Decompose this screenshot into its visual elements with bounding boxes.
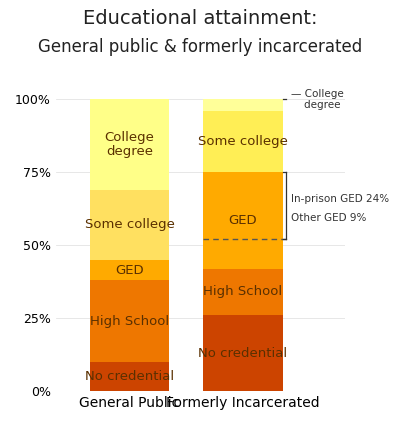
Text: No credential: No credential: [85, 370, 174, 383]
Bar: [90, 260, 169, 280]
Text: No credential: No credential: [198, 347, 288, 360]
Text: College
degree: College degree: [104, 131, 154, 158]
Bar: [203, 99, 283, 111]
Text: Some college: Some college: [84, 218, 174, 231]
Bar: [90, 280, 169, 362]
Text: In-prison GED 24%: In-prison GED 24%: [291, 194, 389, 204]
Text: GED: GED: [229, 214, 257, 227]
Text: High School: High School: [204, 286, 283, 298]
Bar: [203, 173, 283, 269]
Bar: [90, 99, 169, 190]
Bar: [90, 190, 169, 260]
Text: Other GED 9%: Other GED 9%: [291, 212, 366, 223]
Text: Educational attainment:: Educational attainment:: [83, 8, 317, 28]
Text: GED: GED: [115, 264, 144, 277]
Bar: [203, 269, 283, 315]
Text: High School: High School: [90, 314, 169, 328]
Text: — College
    degree: — College degree: [291, 89, 344, 110]
Text: Some college: Some college: [198, 135, 288, 148]
Bar: [203, 315, 283, 391]
Bar: [203, 111, 283, 173]
Bar: [90, 362, 169, 391]
Text: General public & formerly incarcerated: General public & formerly incarcerated: [38, 38, 362, 56]
